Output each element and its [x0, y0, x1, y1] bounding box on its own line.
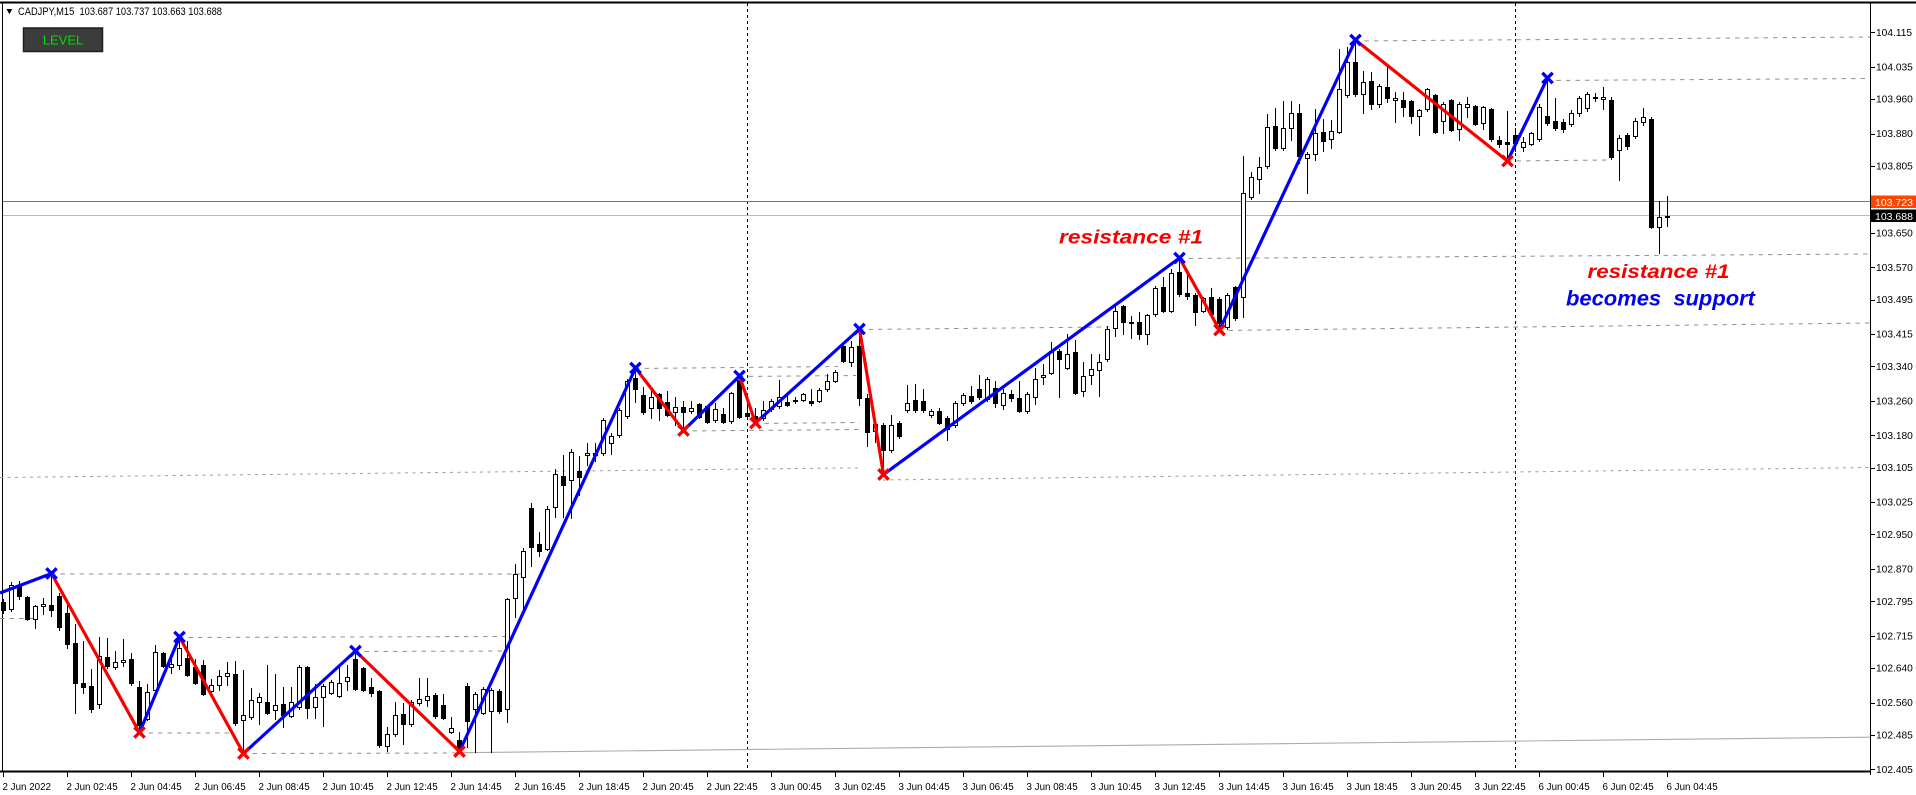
- svg-text:103.805: 103.805: [1876, 162, 1913, 173]
- svg-text:2 Jun 04:45: 2 Jun 04:45: [131, 782, 183, 793]
- svg-text:LEVEL: LEVEL: [43, 33, 83, 48]
- svg-text:102.870: 102.870: [1876, 565, 1913, 576]
- svg-text:6 Jun 02:45: 6 Jun 02:45: [1603, 782, 1655, 793]
- svg-text:103.105: 103.105: [1876, 463, 1913, 474]
- svg-text:2 Jun 22:45: 2 Jun 22:45: [707, 782, 759, 793]
- svg-text:2 Jun 12:45: 2 Jun 12:45: [387, 782, 439, 793]
- svg-text:CADJPY,M15 103.687 103.737 10: CADJPY,M15 103.687 103.737 103.663 103.6…: [18, 6, 222, 18]
- svg-text:resistance #1: resistance #1: [1059, 227, 1203, 249]
- svg-text:6 Jun 04:45: 6 Jun 04:45: [1667, 782, 1719, 793]
- svg-text:103.570: 103.570: [1876, 263, 1913, 274]
- svg-text:3 Jun 10:45: 3 Jun 10:45: [1091, 782, 1143, 793]
- svg-text:103.960: 103.960: [1876, 95, 1913, 106]
- svg-text:2 Jun 2022: 2 Jun 2022: [3, 782, 51, 793]
- svg-text:104.115: 104.115: [1876, 28, 1912, 39]
- svg-text:102.405: 102.405: [1876, 765, 1913, 776]
- svg-text:103.415: 103.415: [1876, 330, 1913, 341]
- svg-text:2 Jun 06:45: 2 Jun 06:45: [195, 782, 247, 793]
- svg-text:3 Jun 16:45: 3 Jun 16:45: [1283, 782, 1335, 793]
- svg-text:resistance #1: resistance #1: [1588, 261, 1730, 283]
- svg-text:2 Jun 10:45: 2 Jun 10:45: [323, 782, 375, 793]
- svg-text:102.950: 102.950: [1876, 530, 1913, 541]
- svg-text:103.723: 103.723: [1875, 197, 1913, 209]
- svg-text:102.715: 102.715: [1876, 631, 1913, 642]
- svg-text:3 Jun 00:45: 3 Jun 00:45: [771, 782, 823, 793]
- svg-text:102.485: 102.485: [1876, 730, 1913, 741]
- svg-text:103.180: 103.180: [1876, 431, 1913, 442]
- svg-text:3 Jun 04:45: 3 Jun 04:45: [899, 782, 951, 793]
- svg-text:3 Jun 08:45: 3 Jun 08:45: [1027, 782, 1079, 793]
- svg-text:3 Jun 18:45: 3 Jun 18:45: [1347, 782, 1399, 793]
- svg-text:103.688: 103.688: [1875, 211, 1913, 223]
- svg-text:104.035: 104.035: [1876, 62, 1913, 73]
- svg-text:103.260: 103.260: [1876, 396, 1913, 407]
- svg-text:102.640: 102.640: [1876, 664, 1913, 675]
- svg-text:6 Jun 00:45: 6 Jun 00:45: [1539, 782, 1591, 793]
- svg-text:3 Jun 02:45: 3 Jun 02:45: [835, 782, 887, 793]
- svg-text:103.025: 103.025: [1876, 498, 1913, 509]
- svg-text:2 Jun 08:45: 2 Jun 08:45: [259, 782, 311, 793]
- svg-text:3 Jun 22:45: 3 Jun 22:45: [1475, 782, 1527, 793]
- svg-text:2 Jun 02:45: 2 Jun 02:45: [67, 782, 119, 793]
- svg-text:2 Jun 16:45: 2 Jun 16:45: [515, 782, 567, 793]
- svg-text:103.650: 103.650: [1876, 228, 1913, 239]
- svg-text:103.340: 103.340: [1876, 362, 1913, 373]
- svg-text:103.880: 103.880: [1876, 129, 1913, 140]
- svg-text:2 Jun 20:45: 2 Jun 20:45: [643, 782, 695, 793]
- svg-text:103.495: 103.495: [1876, 295, 1913, 306]
- svg-text:3 Jun 20:45: 3 Jun 20:45: [1411, 782, 1463, 793]
- svg-text:2 Jun 14:45: 2 Jun 14:45: [451, 782, 503, 793]
- svg-text:102.795: 102.795: [1876, 597, 1913, 608]
- svg-text:3 Jun 06:45: 3 Jun 06:45: [963, 782, 1015, 793]
- svg-text:102.560: 102.560: [1876, 698, 1913, 709]
- svg-text:2 Jun 18:45: 2 Jun 18:45: [579, 782, 631, 793]
- svg-text:3 Jun 12:45: 3 Jun 12:45: [1155, 782, 1207, 793]
- svg-text:becomes support: becomes support: [1566, 288, 1756, 311]
- svg-text:3 Jun 14:45: 3 Jun 14:45: [1219, 782, 1271, 793]
